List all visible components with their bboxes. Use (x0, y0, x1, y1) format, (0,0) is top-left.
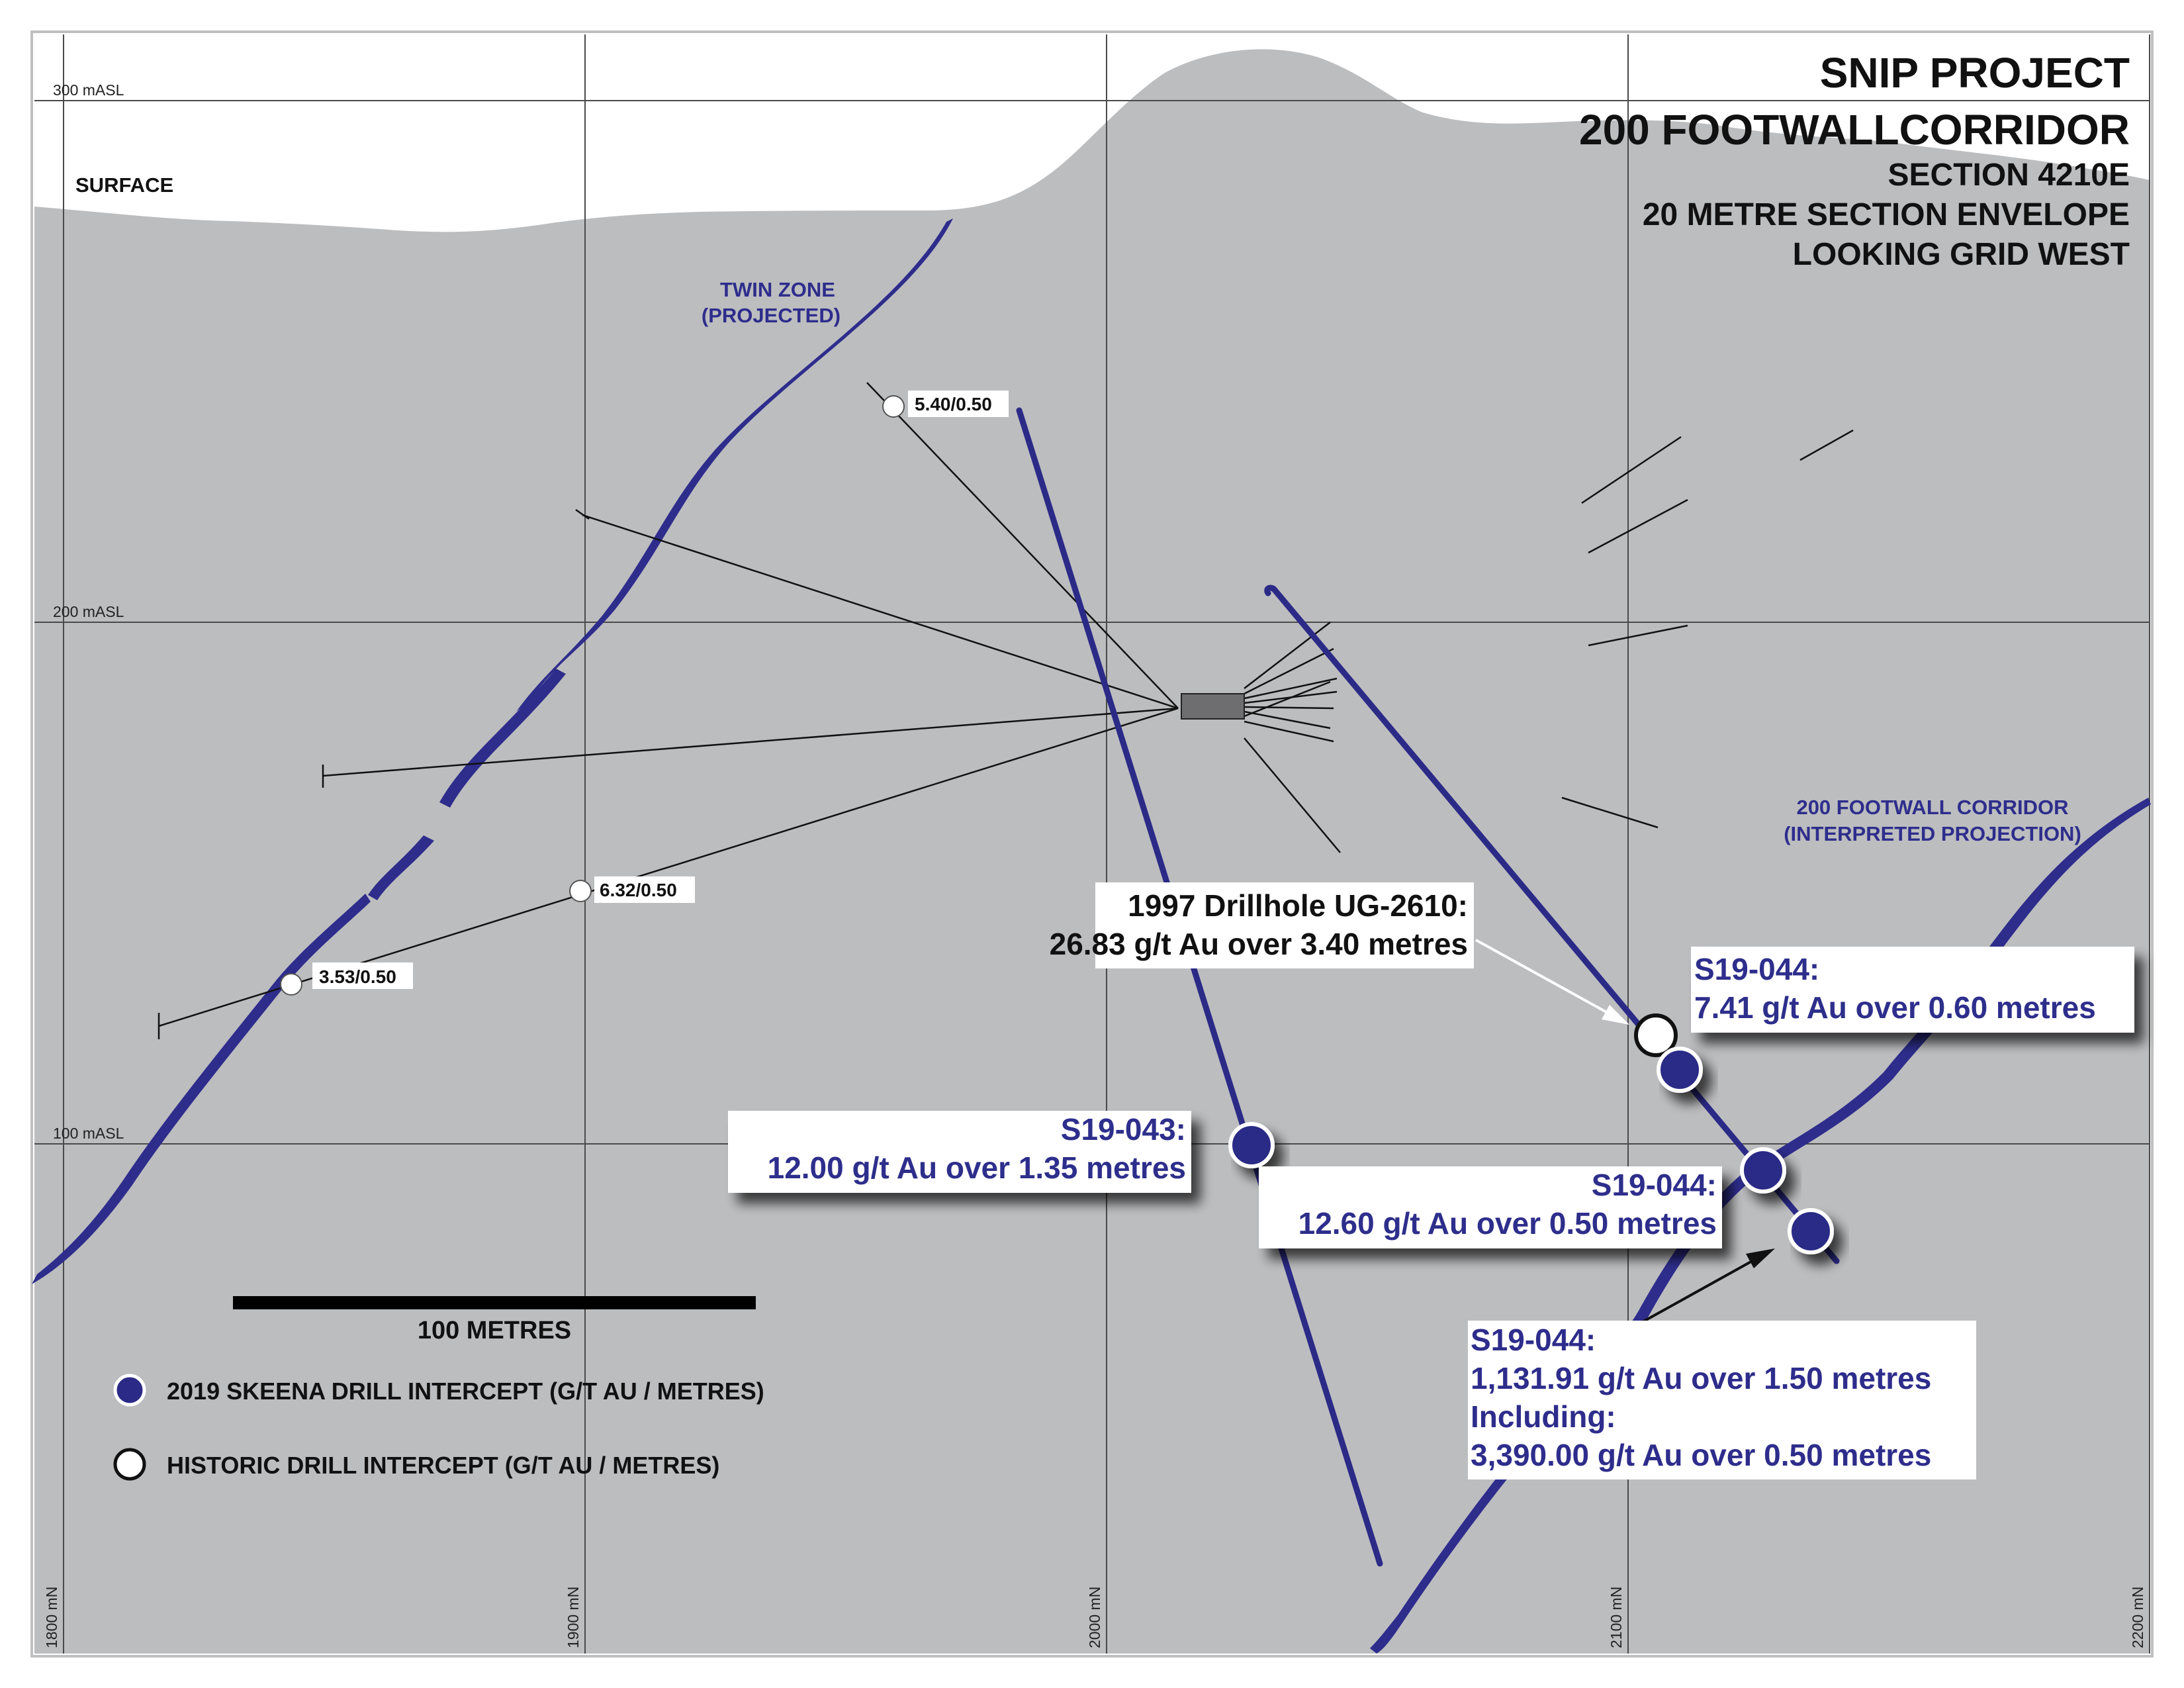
callout-s19-044-b-value: 12.60 g/t Au over 0.50 metres (1298, 1206, 1717, 1241)
drillhole-s19-044 (1271, 586, 1840, 1264)
callout-s19-044-c-subvalue: 3,390.00 g/t Au over 0.50 metres (1471, 1438, 1931, 1472)
scale-bar (233, 1296, 756, 1309)
elevation-label-300: 300 mASL (53, 81, 124, 99)
callout-s19-044-a: S19-044: 7.41 g/t Au over 0.60 metres (1691, 947, 2134, 1033)
footwall-zone-label-2: (INTERPRETED PROJECTION) (1784, 822, 2081, 845)
callout-s19-044-c-value: 1,131.91 g/t Au over 1.50 metres (1471, 1361, 1931, 1395)
callout-s19-044-c-title: S19-044: (1471, 1323, 1596, 1357)
northing-label-2200: 2200 mN (2129, 1587, 2146, 1648)
callout-s19-044-c: S19-044: 1,131.91 g/t Au over 1.50 metre… (1468, 1321, 1976, 1479)
title-block: SNIP PROJECT 200 FOOTWALLCORRIDOR SECTIO… (1579, 49, 2130, 272)
svg-text:3.53/0.50: 3.53/0.50 (319, 966, 396, 987)
footwall-zone-label-1: 200 FOOTWALL CORRIDOR (1796, 796, 2068, 819)
drillhole-s19-043 (1016, 407, 1383, 1567)
elevation-label-100: 100 mASL (53, 1125, 124, 1142)
intercept-ug-2610 (1634, 1013, 1678, 1057)
callout-ug-2610: 1997 Drillhole UG-2610: 26.83 g/t Au ove… (1050, 882, 1474, 968)
svg-text:6.32/0.50: 6.32/0.50 (600, 880, 677, 900)
twin-zone (32, 218, 953, 1284)
twin-zone-label-2: (PROJECTED) (702, 304, 841, 327)
drill-station (1181, 693, 1245, 720)
legend-historic-label: HISTORIC DRILL INTERCEPT (G/T AU / METRE… (167, 1452, 719, 1479)
callout-s19-043-title: S19-043: (1061, 1112, 1186, 1147)
title-section: SECTION 4210E (1888, 158, 2130, 193)
title-envelope: 20 METRE SECTION ENVELOPE (1643, 197, 2130, 232)
callout-s19-044-c-including: Including: (1471, 1399, 1616, 1434)
northing-label-2100: 2100 mN (1608, 1587, 1625, 1648)
legend-skeena-label: 2019 SKEENA DRILL INTERCEPT (G/T AU / ME… (167, 1378, 764, 1405)
skeena-drill-holes (1016, 407, 1840, 1567)
rock-mass (34, 49, 2150, 1654)
elevation-label-200: 200 mASL (53, 603, 124, 620)
northing-label-2000: 2000 mN (1086, 1587, 1103, 1648)
northing-label-1800: 1800 mN (43, 1587, 60, 1648)
twin-zone-label-1: TWIN ZONE (720, 278, 835, 301)
callout-ug-2610-title: 1997 Drillhole UG-2610: (1128, 888, 1468, 923)
callout-s19-043: S19-043: 12.00 g/t Au over 1.35 metres (728, 1111, 1191, 1193)
legend-skeena-marker (113, 1374, 146, 1407)
title-project: SNIP PROJECT (1820, 49, 2130, 97)
scale-bar-label: 100 METRES (418, 1317, 571, 1344)
callout-s19-044-b: S19-044: 12.60 g/t Au over 0.50 metres (1259, 1166, 1722, 1248)
leader-ug-2610 (1475, 939, 1629, 1025)
callout-s19-043-value: 12.00 g/t Au over 1.35 metres (768, 1150, 1186, 1185)
intercept-s19-043 (1228, 1122, 1275, 1168)
title-looking: LOOKING GRID WEST (1793, 237, 2130, 272)
historic-intercept-c: 3.53/0.50 (280, 962, 413, 996)
northing-label-1900: 1900 mN (565, 1587, 582, 1648)
callout-ug-2610-value: 26.83 g/t Au over 3.40 metres (1050, 927, 1468, 961)
callout-s19-044-a-title: S19-044: (1694, 952, 1819, 986)
intercept-s19-044-a (1657, 1047, 1703, 1093)
surface-label: SURFACE (75, 173, 173, 197)
callout-s19-044-b-title: S19-044: (1592, 1168, 1717, 1202)
title-corridor: 200 FOOTWALLCORRIDOR (1579, 106, 2130, 154)
legend: 2019 SKEENA DRILL INTERCEPT (G/T AU / ME… (113, 1374, 764, 1481)
historic-intercept-b: 6.32/0.50 (569, 876, 695, 903)
leader-s19-044-c (1641, 1248, 1775, 1324)
legend-historic-marker (113, 1448, 146, 1481)
svg-text:5.40/0.50: 5.40/0.50 (915, 394, 992, 414)
callout-s19-044-a-value: 7.41 g/t Au over 0.60 metres (1694, 990, 2096, 1025)
intercept-s19-044-b (1740, 1147, 1786, 1194)
historic-intercept-a: 5.40/0.50 (882, 391, 1009, 418)
intercept-s19-044-c (1788, 1208, 1834, 1254)
